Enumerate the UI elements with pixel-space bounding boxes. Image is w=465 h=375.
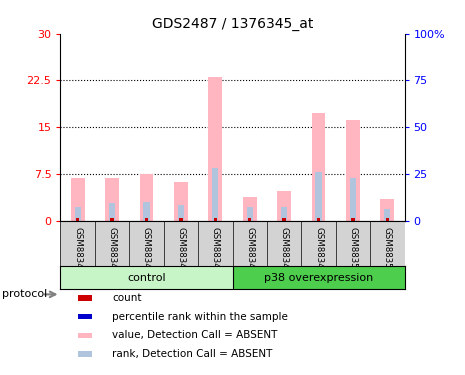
Bar (208, 77, 222, 220)
Bar (76, 218, 80, 220)
Bar (213, 218, 217, 220)
Text: GSM88341: GSM88341 (73, 227, 82, 274)
Bar (145, 218, 148, 220)
Bar (71, 178, 85, 220)
Text: protocol: protocol (2, 290, 47, 299)
Bar (174, 182, 188, 220)
Bar (105, 178, 119, 220)
Bar (60, 266, 232, 289)
Bar (143, 202, 150, 220)
FancyBboxPatch shape (78, 333, 92, 338)
Text: GSM88350: GSM88350 (348, 227, 358, 274)
Bar (380, 199, 394, 220)
Bar (312, 114, 326, 220)
Bar (282, 218, 286, 220)
FancyBboxPatch shape (78, 314, 92, 319)
Bar (385, 218, 389, 220)
FancyBboxPatch shape (78, 351, 92, 357)
Bar (315, 172, 322, 220)
Text: GSM88345: GSM88345 (211, 227, 220, 274)
Bar (178, 205, 184, 220)
Title: GDS2487 / 1376345_at: GDS2487 / 1376345_at (152, 17, 313, 32)
Bar (384, 209, 391, 220)
Bar (140, 174, 153, 220)
Bar (232, 266, 405, 289)
Text: GSM88348: GSM88348 (279, 227, 289, 274)
Bar (212, 168, 219, 220)
Text: GSM88344: GSM88344 (176, 227, 186, 274)
Bar (277, 190, 291, 220)
Bar (346, 120, 360, 220)
Bar (74, 207, 81, 220)
Text: rank, Detection Call = ABSENT: rank, Detection Call = ABSENT (112, 349, 272, 359)
Bar (350, 178, 356, 220)
Bar (246, 207, 253, 220)
Text: count: count (112, 293, 141, 303)
Bar (281, 207, 287, 220)
FancyBboxPatch shape (78, 296, 92, 301)
Bar (317, 218, 320, 220)
Text: GSM88343: GSM88343 (142, 227, 151, 274)
Text: GSM88342: GSM88342 (107, 227, 117, 274)
Text: value, Detection Call = ABSENT: value, Detection Call = ABSENT (112, 330, 278, 340)
Text: p38 overexpression: p38 overexpression (264, 273, 373, 283)
Text: GSM88346: GSM88346 (245, 227, 254, 274)
Bar (248, 218, 252, 220)
Text: percentile rank within the sample: percentile rank within the sample (112, 312, 288, 322)
Bar (243, 197, 257, 220)
Bar (110, 218, 114, 220)
Text: control: control (127, 273, 166, 283)
Bar (109, 203, 115, 220)
Bar (179, 218, 183, 220)
Text: GSM88352: GSM88352 (383, 227, 392, 274)
Text: GSM88349: GSM88349 (314, 227, 323, 274)
Bar (351, 218, 355, 220)
